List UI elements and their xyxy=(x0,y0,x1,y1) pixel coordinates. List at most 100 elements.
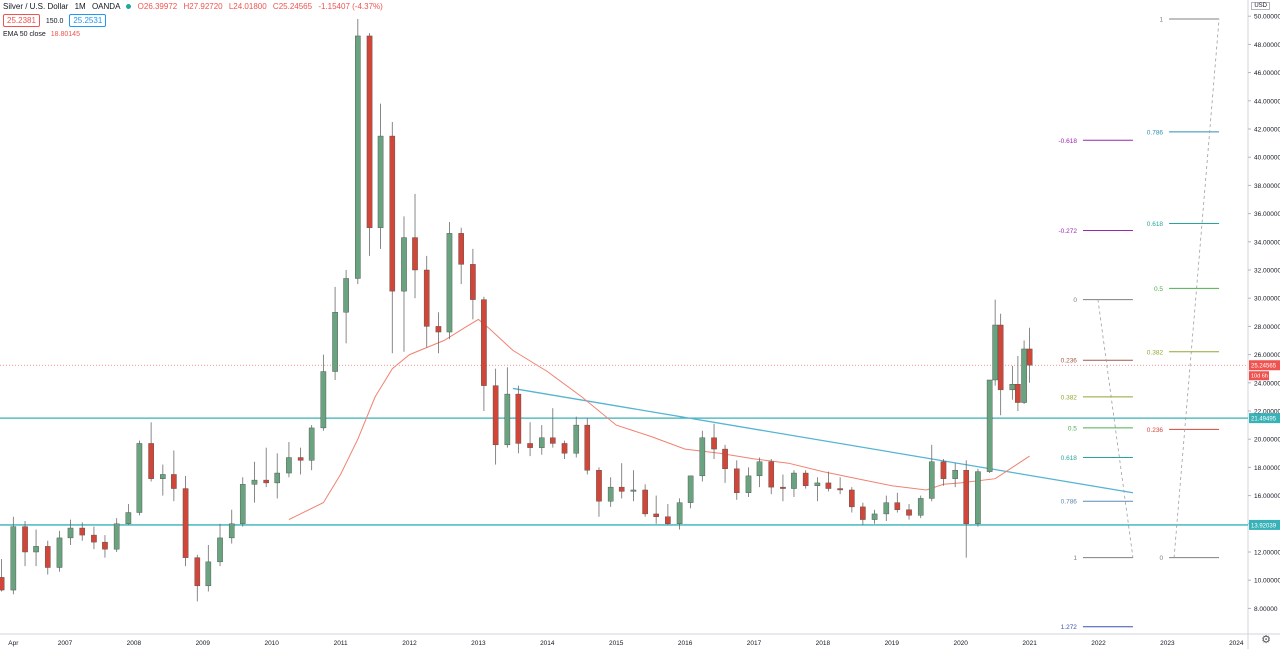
candle-body xyxy=(504,393,511,446)
candle-body xyxy=(596,470,602,502)
fib-left-level-label: 0.618 xyxy=(1061,455,1078,462)
fib-left-trend-dashed xyxy=(1097,299,1134,558)
y-tick-label: 50.00000 xyxy=(1254,14,1280,21)
symbol-name[interactable]: Silver / U.S. Dollar xyxy=(3,2,69,11)
buy-price-button[interactable]: 25.2531 xyxy=(69,14,107,27)
y-tick-label: 18.00000 xyxy=(1254,465,1280,472)
candle-body xyxy=(217,537,223,563)
candle-body xyxy=(849,489,855,508)
current-price-label: 25.24565 xyxy=(1251,364,1277,370)
y-tick-label: 42.00000 xyxy=(1254,127,1280,134)
candle-body xyxy=(906,509,912,516)
x-tick-label: 2017 xyxy=(747,640,762,647)
fib-left-level-label: 0.5 xyxy=(1068,425,1077,432)
candle-body xyxy=(825,482,832,489)
candle-body xyxy=(33,546,39,553)
trade-panel: 25.2381 150.0 25.2531 xyxy=(3,14,110,27)
fib-left-level-label: 1.272 xyxy=(1061,624,1078,631)
y-tick-label: 8.00000 xyxy=(1254,606,1278,613)
x-tick-label: 2020 xyxy=(953,640,968,647)
fib-right-level-label: 0.618 xyxy=(1147,221,1164,228)
y-tick-label: 32.00000 xyxy=(1254,268,1280,275)
x-tick-label: 2016 xyxy=(678,640,693,647)
candle-body xyxy=(343,278,349,313)
candle-body xyxy=(320,371,327,429)
legend-header: Silver / U.S. Dollar 1M OANDA O26.39972 … xyxy=(3,2,387,11)
candle-body xyxy=(711,437,717,450)
candle-body xyxy=(56,537,63,568)
candle-body xyxy=(263,479,269,484)
x-tick-label: 2012 xyxy=(402,640,417,647)
candle-body xyxy=(791,472,797,489)
currency-label[interactable]: USD xyxy=(1251,2,1270,10)
candle-body xyxy=(194,557,201,587)
candle-body xyxy=(10,526,17,591)
close-value: C25.24565 xyxy=(272,2,313,11)
x-tick-label: 2024 xyxy=(1229,640,1244,647)
high-value: H27.92720 xyxy=(183,2,223,11)
indicator-value: 18.80145 xyxy=(50,31,80,38)
interval-label[interactable]: 1M xyxy=(74,2,86,11)
candle-body xyxy=(630,489,637,492)
candle-body xyxy=(91,534,97,543)
candle-body xyxy=(125,512,132,525)
y-tick-label: 44.00000 xyxy=(1254,98,1280,105)
current-price-tag xyxy=(1249,360,1280,371)
candle-body xyxy=(687,475,694,503)
candle-body xyxy=(722,448,728,470)
indicator-name[interactable]: EMA 50 close xyxy=(3,31,46,38)
fib-left-level-label: 0.786 xyxy=(1061,499,1078,506)
settings-gear-icon[interactable]: ⚙ xyxy=(1261,634,1271,646)
candle-body xyxy=(308,427,315,461)
candle-body xyxy=(401,237,407,292)
candle-body xyxy=(458,233,464,265)
x-tick-label: 2022 xyxy=(1091,640,1106,647)
candle-body xyxy=(527,443,533,448)
candle-body xyxy=(607,486,614,502)
candle-body xyxy=(1009,384,1016,391)
fib-left-level-label: 1 xyxy=(1073,555,1077,562)
candle-body xyxy=(481,299,487,386)
x-tick-label: Apr xyxy=(8,640,19,647)
fib-right-level-label: 0.236 xyxy=(1147,427,1164,434)
candle-body xyxy=(894,502,901,510)
indicator-legend[interactable]: EMA 50 close 18.80145 xyxy=(3,31,80,38)
fib-left-level-label: 0.382 xyxy=(1061,394,1078,401)
fib-right-level-label: 0.382 xyxy=(1147,349,1164,356)
candle-body xyxy=(366,35,373,228)
price-level-tag xyxy=(1249,413,1280,424)
spread-value: 150.0 xyxy=(45,18,64,25)
candle-body xyxy=(952,470,958,479)
candle-body xyxy=(963,470,970,524)
candle-body xyxy=(768,461,775,488)
candle-body xyxy=(975,471,981,525)
fib-left-level-label: 0 xyxy=(1073,297,1077,304)
y-tick-label: 20.00000 xyxy=(1254,437,1280,444)
change-value: -1.15407 (-4.37%) xyxy=(318,2,383,11)
fib-right-level-label: 1 xyxy=(1159,17,1163,24)
y-tick-label: 26.00000 xyxy=(1254,352,1280,359)
candle-body xyxy=(0,577,5,591)
candle-body xyxy=(389,135,396,292)
candle-body xyxy=(412,237,418,271)
candle-body xyxy=(814,482,821,486)
candle-body xyxy=(67,527,74,539)
y-tick-label: 24.00000 xyxy=(1254,380,1280,387)
fib-left-level-label: 0.236 xyxy=(1061,358,1078,365)
y-tick-label: 34.00000 xyxy=(1254,239,1280,246)
candle-body xyxy=(297,457,304,461)
candle-body xyxy=(286,457,292,474)
candle-body xyxy=(780,486,786,489)
x-tick-label: 2007 xyxy=(58,640,73,647)
candle-body xyxy=(44,546,51,568)
y-tick-label: 12.00000 xyxy=(1254,550,1280,557)
y-tick-label: 48.00000 xyxy=(1254,42,1280,49)
candle-body xyxy=(584,424,591,471)
y-tick-label: 36.00000 xyxy=(1254,211,1280,218)
candle-body xyxy=(423,269,430,327)
candle-body xyxy=(837,488,843,491)
x-tick-label: 2013 xyxy=(471,640,486,647)
sell-price-button[interactable]: 25.2381 xyxy=(3,14,40,27)
candle-body xyxy=(332,312,338,372)
